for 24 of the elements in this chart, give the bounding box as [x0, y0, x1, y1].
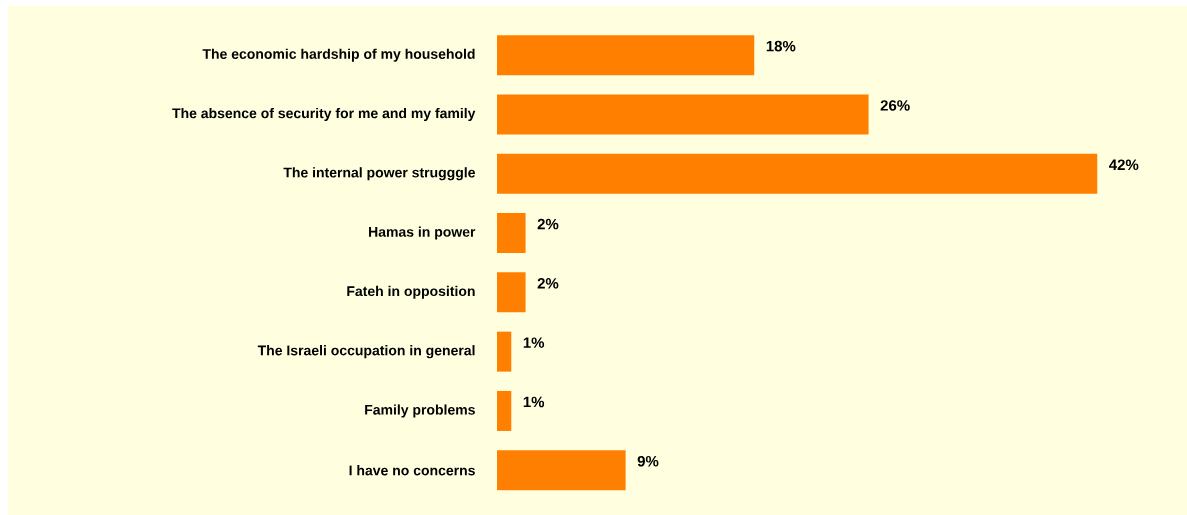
data-label: 2% — [537, 218, 559, 230]
y-tick-label: Fateh in opposition — [347, 285, 475, 299]
data-label: 1% — [523, 396, 545, 408]
data-label: 9% — [637, 455, 659, 467]
y-tick-label: Family problems — [365, 404, 475, 418]
bar — [497, 450, 626, 491]
data-label: 42% — [1109, 159, 1139, 171]
bar — [497, 331, 512, 372]
bar — [497, 213, 526, 254]
bar — [497, 35, 755, 76]
y-tick-label: The economic hardship of my household — [202, 48, 475, 62]
bar — [497, 272, 526, 313]
y-tick-label: Hamas in power — [369, 226, 476, 240]
y-tick-label: The Israeli occupation in general — [257, 345, 475, 359]
y-tick-label: The internal power strugggle — [283, 167, 475, 181]
data-label: 18% — [766, 40, 796, 52]
bar — [497, 153, 1098, 194]
data-label: 26% — [880, 100, 910, 111]
bar — [497, 94, 869, 135]
y-tick-label: I have no concerns — [349, 465, 475, 476]
data-label: 2% — [537, 278, 559, 289]
bar — [497, 390, 512, 431]
data-label: 1% — [523, 337, 545, 348]
y-tick-label: The absence of security for me and my family — [172, 107, 476, 121]
